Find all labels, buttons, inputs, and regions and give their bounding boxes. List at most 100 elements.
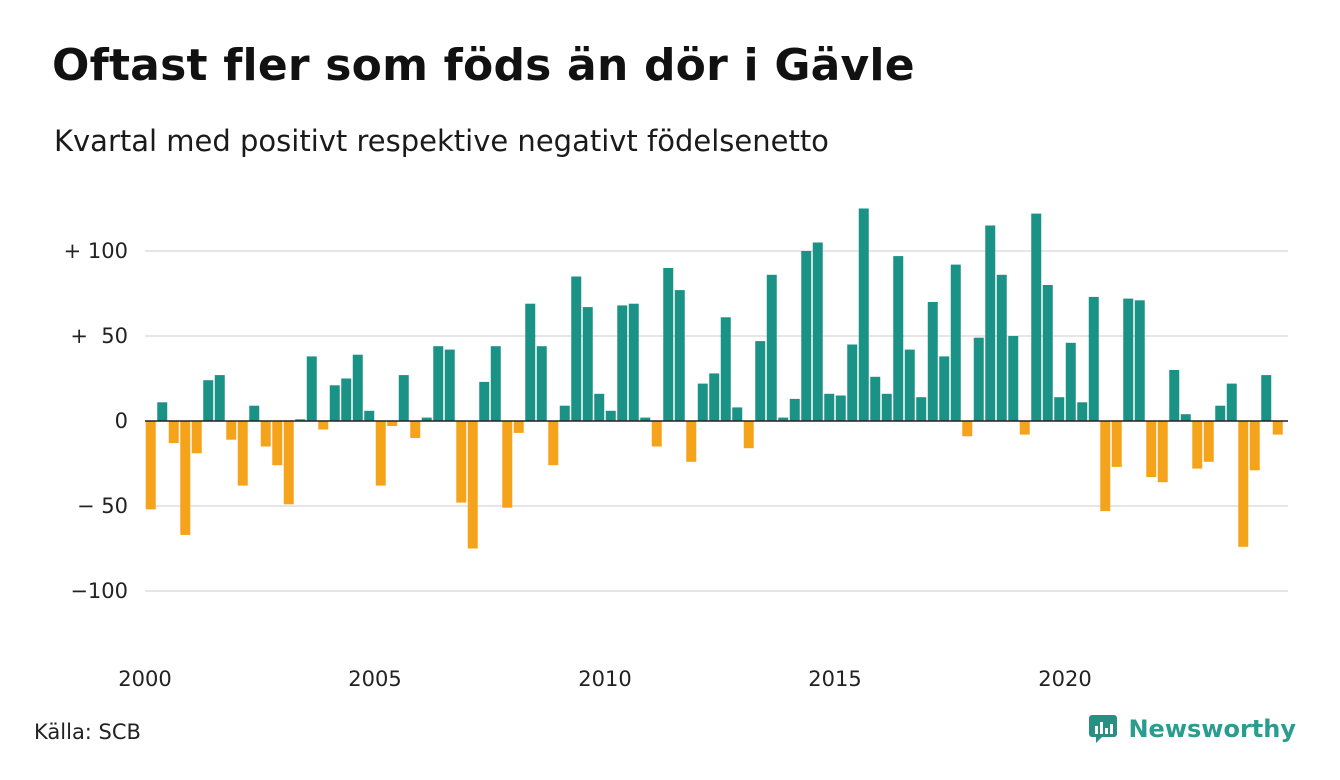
bar-positive [893, 256, 904, 421]
bar-positive [444, 349, 455, 421]
bar-negative [145, 421, 156, 510]
brand-logo[interactable]: Newsworthy [1088, 714, 1296, 744]
bar-positive [870, 376, 881, 421]
bar-positive [329, 385, 340, 421]
bar-negative [467, 421, 478, 549]
bar-negative [1238, 421, 1249, 547]
bar-positive [433, 346, 444, 421]
bar-positive [306, 356, 317, 421]
bar-negative [1111, 421, 1122, 467]
bar-positive [490, 346, 501, 421]
bar-negative [318, 421, 329, 430]
source-note: Källa: SCB [34, 720, 141, 744]
bar-positive [1008, 336, 1019, 421]
bar-positive [1215, 405, 1226, 421]
bar-positive [1261, 375, 1272, 421]
newsworthy-logo-icon [1089, 715, 1118, 743]
bar-negative [962, 421, 973, 437]
bar-negative [1100, 421, 1111, 512]
bar-positive [421, 417, 432, 421]
y-tick-label: + 50 [70, 324, 128, 348]
bar-negative [1249, 421, 1260, 471]
bar-positive [559, 405, 570, 421]
bar-positive [479, 381, 490, 421]
bar-negative [502, 421, 513, 508]
bar-negative [168, 421, 179, 444]
bar-chart: + 100 + 50 0 − 50 −100 2000 2005 2010 2015 2020 [64, 208, 1288, 691]
bar-negative [283, 421, 294, 505]
bar-negative [651, 421, 662, 447]
bar-positive [1054, 397, 1065, 421]
bar-positive [1123, 298, 1134, 421]
bar-positive [1088, 296, 1099, 421]
brand-name: Newsworthy [1128, 715, 1296, 743]
bar-negative [456, 421, 467, 503]
bar-positive [594, 393, 605, 421]
bar-positive [295, 419, 306, 421]
bar-positive [214, 375, 225, 421]
bar-negative [1192, 421, 1203, 469]
bar-positive [1169, 370, 1180, 421]
bar-positive [364, 410, 375, 421]
bar-positive [605, 410, 616, 421]
bar-positive [157, 402, 168, 421]
bar-positive [674, 290, 685, 421]
bar-positive [778, 417, 789, 421]
bar-positive [628, 303, 639, 421]
bar-negative [375, 421, 386, 486]
x-tick-label: 2020 [1038, 667, 1091, 691]
bar-positive [835, 395, 846, 421]
bar-positive [640, 417, 651, 421]
chart-subtitle: Kvartal med positivt respektive negativt… [54, 124, 829, 158]
bar-negative [686, 421, 697, 462]
bar-positive [927, 302, 938, 421]
bar-positive [1077, 402, 1088, 421]
bar-positive [858, 208, 869, 421]
bar-positive [732, 407, 743, 421]
bar-positive [847, 344, 858, 421]
bar-positive [663, 268, 674, 421]
bar-positive [950, 264, 961, 421]
bar-positive [249, 405, 260, 421]
bar-negative [387, 421, 398, 427]
bar-negative [237, 421, 248, 486]
bar-positive [755, 341, 766, 421]
axes: + 100 + 50 0 − 50 −100 2000 2005 2010 2015 2020 [64, 239, 1288, 691]
bar-positive [1042, 285, 1053, 421]
bar-positive [398, 375, 409, 421]
bar-negative [1146, 421, 1157, 478]
bar-positive [939, 356, 950, 421]
bar-negative [410, 421, 421, 438]
bar-negative [1203, 421, 1214, 462]
x-tick-label: 2005 [348, 667, 401, 691]
bar-positive [881, 393, 892, 421]
bar-positive [536, 346, 547, 421]
bar-negative [1019, 421, 1030, 435]
bar-negative [513, 421, 524, 433]
bar-positive [709, 373, 720, 421]
bar-positive [203, 380, 214, 421]
bar-positive [824, 393, 835, 421]
bar-positive [571, 276, 582, 421]
y-tick-label: 0 [115, 409, 128, 433]
bar-positive [1031, 213, 1042, 421]
bar-positive [720, 317, 731, 421]
bar-positive [916, 397, 927, 421]
bar-negative [260, 421, 271, 447]
bar-negative [191, 421, 202, 454]
bar-negative [548, 421, 559, 466]
bar-negative [1157, 421, 1168, 483]
bar-positive [766, 274, 777, 421]
bar-positive [352, 354, 363, 421]
bar-negative [743, 421, 754, 449]
bar-positive [341, 378, 352, 421]
x-tick-label: 2010 [578, 667, 631, 691]
bar-positive [1065, 342, 1076, 421]
y-tick-label: −100 [70, 579, 128, 603]
bar-negative [1272, 421, 1283, 435]
x-tick-label: 2000 [118, 667, 171, 691]
bar-positive [525, 303, 536, 421]
bars [145, 208, 1283, 549]
bar-negative [180, 421, 191, 535]
bar-negative [226, 421, 237, 440]
